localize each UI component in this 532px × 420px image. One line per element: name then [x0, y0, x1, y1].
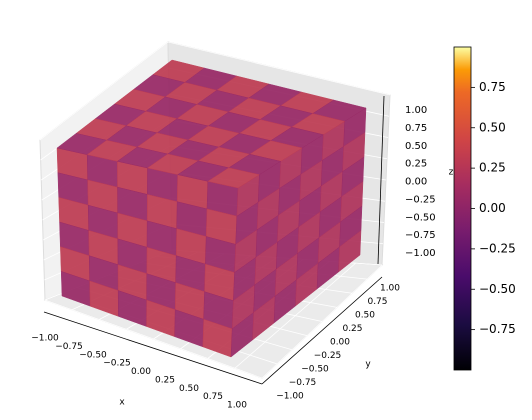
colorbar-tick-label: 0.00 — [479, 201, 506, 215]
x-tick-label: 0.00 — [131, 367, 151, 377]
x-axis-label: x — [119, 398, 125, 408]
grid-line — [167, 41, 391, 96]
z-tick-label: 1.00 — [405, 105, 427, 116]
y-tick-label: −0.25 — [314, 351, 342, 361]
z-tick-label: −1.00 — [405, 248, 436, 259]
z-axis-label: z — [449, 168, 454, 178]
z-tick-label: 0.00 — [405, 177, 427, 188]
y-tick-label: −0.75 — [289, 378, 317, 388]
grid-line — [39, 41, 169, 141]
z-tick-label: −0.25 — [405, 194, 436, 205]
x-tick-label: 0.75 — [203, 392, 223, 402]
grid-line — [44, 299, 263, 379]
y-tick-label: 0.25 — [342, 324, 362, 334]
x-axis-line — [43, 311, 263, 385]
voxel-cell — [207, 167, 260, 189]
colorbar — [453, 46, 472, 371]
y-tick-label: 1.00 — [380, 284, 400, 294]
z-tick-label: −0.75 — [405, 230, 436, 241]
y-tick-label: −1.00 — [276, 392, 304, 402]
z-axis-line — [377, 95, 385, 265]
y-tick-label: −0.50 — [301, 365, 329, 375]
x-tick-label: 0.50 — [179, 384, 199, 394]
colorbar-tick-label: 0.50 — [479, 120, 506, 134]
x-tick-label: 1.00 — [227, 401, 247, 411]
colorbar-tick-label: 0.75 — [479, 80, 506, 94]
z-tick-label: 0.75 — [405, 123, 427, 134]
z-tick-label: 0.25 — [405, 159, 427, 170]
x-tick-label: 0.25 — [155, 375, 175, 385]
x-tick-label: −0.50 — [79, 350, 107, 360]
x-tick-label: −1.00 — [31, 334, 59, 344]
colorbar-tick-label: −0.25 — [479, 241, 516, 255]
x-tick-label: −0.75 — [55, 342, 83, 352]
colorbar-tick-label: 0.25 — [479, 161, 506, 175]
y-axis-line — [261, 276, 383, 385]
x-tick-label: −0.25 — [103, 359, 131, 369]
y-tick-label: 0.75 — [367, 297, 387, 307]
colorbar-tick-label: −0.50 — [479, 282, 516, 296]
z-tick-label: 0.50 — [405, 141, 427, 152]
y-axis-label: y — [365, 360, 371, 370]
y-tick-label: 0.00 — [330, 338, 350, 348]
voxel-cell — [338, 229, 362, 273]
y-tick-label: 0.50 — [355, 311, 375, 321]
z-tick-label: −0.50 — [405, 212, 436, 223]
colorbar-tick-label: −0.75 — [479, 322, 516, 336]
